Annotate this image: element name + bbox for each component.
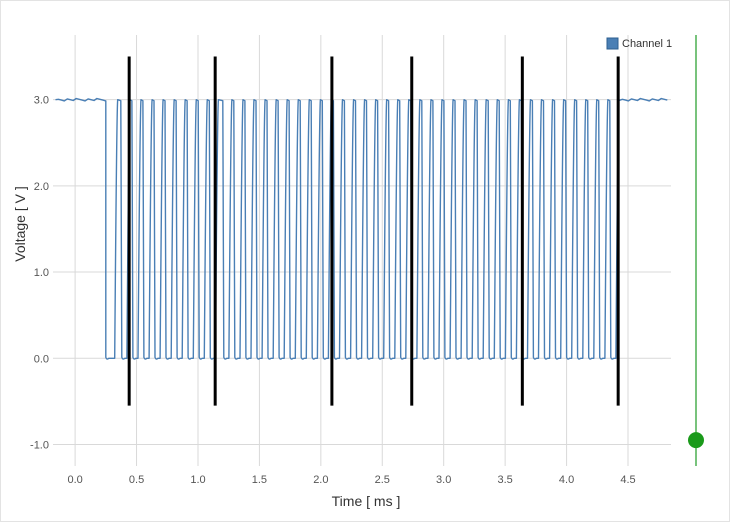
y-tick-label: 0.0 [34,353,49,365]
x-tick-label: 0.5 [129,474,144,486]
x-tick-label: 2.0 [313,474,328,486]
legend-label-channel-1[interactable]: Channel 1 [622,38,672,50]
cursor[interactable] [688,35,704,466]
x-tick-label: 1.5 [252,474,267,486]
vertical-markers [127,56,620,406]
x-tick-label: 4.0 [559,474,574,486]
x-tick-label: 1.0 [190,474,205,486]
tick-labels: 0.0 0.5 1.0 1.5 2.0 2.5 3.0 3.5 4.0 4.5 -1.0 0.0 1.0… [30,95,636,486]
y-tick-label: 2.0 [34,181,49,193]
cursor-handle[interactable] [688,432,704,449]
y-axis-title: Voltage [ V ] [12,186,28,262]
x-tick-label: 4.5 [620,474,635,486]
series-line-channel-1 [55,97,668,360]
series-channel-1 [55,97,668,360]
x-tick-label: 3.5 [497,474,512,486]
x-tick-label: 3.0 [436,474,451,486]
y-tick-label: 3.0 [34,95,49,107]
y-tick-label: -1.0 [30,439,49,451]
x-tick-label: 0.0 [67,474,82,486]
legend[interactable]: Channel 1 [606,37,672,50]
y-tick-label: 1.0 [34,267,49,279]
x-axis-title: Time [ ms ] [332,493,401,509]
x-tick-label: 2.5 [375,474,390,486]
legend-swatch-channel-1[interactable] [606,37,619,50]
